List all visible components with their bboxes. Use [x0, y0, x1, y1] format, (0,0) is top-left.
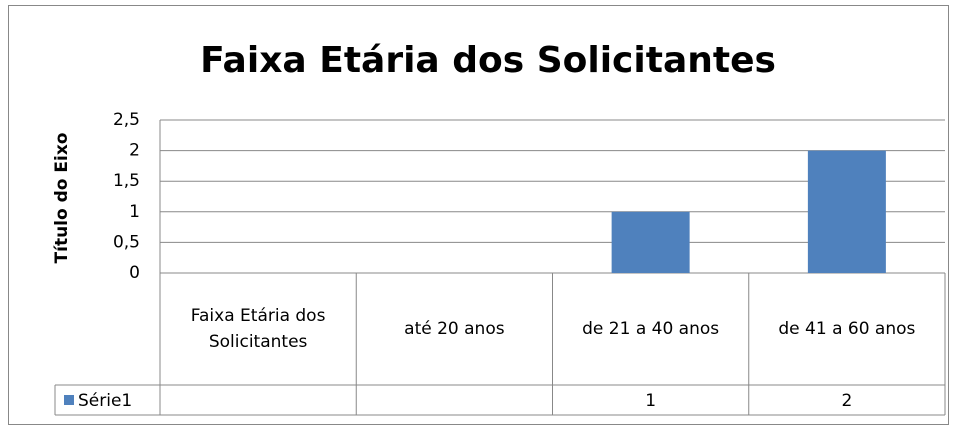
y-tick-label: 1	[129, 202, 140, 222]
x-tick-label: Faixa Etária dos Solicitantes	[190, 306, 326, 352]
y-tick-label: 1,5	[113, 171, 140, 191]
y-tick-label: 0,5	[113, 232, 140, 252]
y-axis-title: Título do Eixo	[52, 133, 72, 264]
y-tick-label: 2,5	[113, 110, 140, 130]
y-tick-label: 2	[129, 141, 140, 161]
chart-border	[8, 5, 949, 425]
chart-title: Faixa Etária dos Solicitantes	[200, 40, 776, 81]
x-tick-label: até 20 anos	[404, 319, 505, 339]
legend-label: Série1	[78, 391, 132, 411]
table-value: 1	[645, 391, 656, 411]
bar	[807, 150, 886, 273]
x-tick-label: de 21 a 40 anos	[582, 319, 720, 339]
bar	[611, 211, 690, 273]
table-value: 2	[841, 391, 852, 411]
legend-key	[64, 395, 74, 405]
y-tick-label: 0	[129, 263, 140, 283]
x-tick-label: de 41 a 60 anos	[778, 319, 916, 339]
